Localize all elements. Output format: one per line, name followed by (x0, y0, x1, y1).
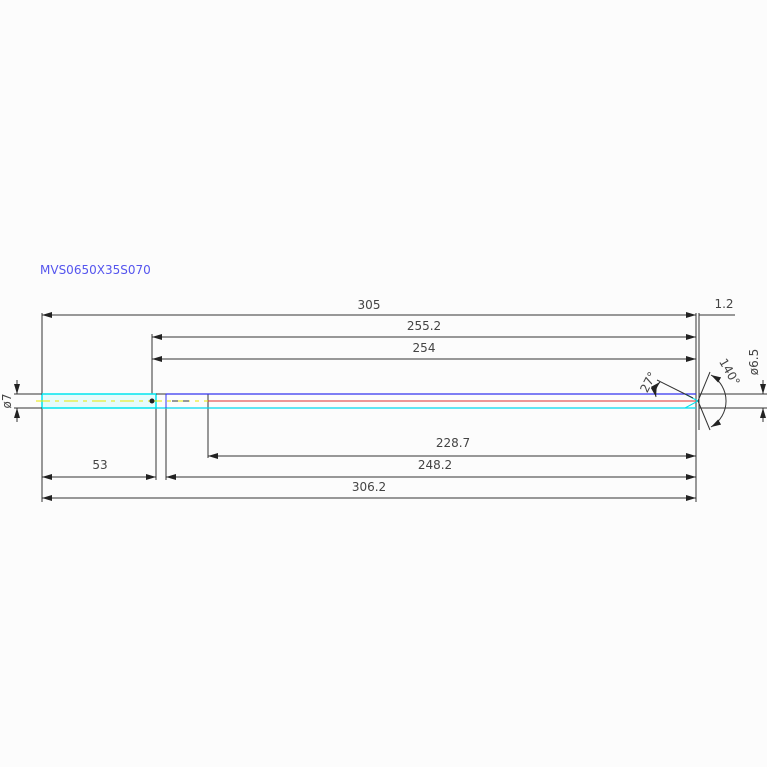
dim-255-2: 255.2 (407, 319, 441, 333)
angle-140-leg-bottom (697, 400, 711, 431)
angle-140-leg-top (697, 371, 711, 402)
angle-27-leg (656, 379, 694, 399)
angle-27-arc (650, 381, 661, 398)
dim-228-7: 228.7 (436, 436, 470, 450)
angle-27: 27° (637, 370, 659, 395)
dim-248-2: 248.2 (418, 458, 452, 472)
dim-254: 254 (413, 341, 436, 355)
angle-140-arc (710, 374, 727, 428)
dim-dia-7: ø7 (0, 394, 14, 409)
dim-1-2: 1.2 (714, 297, 733, 311)
dim-305: 305 (358, 298, 381, 312)
part-number-title: MVS0650X35S070 (40, 263, 151, 277)
dim-53: 53 (92, 458, 107, 472)
dim-dia-6-5: ø6.5 (747, 349, 761, 375)
dim-306-2: 306.2 (352, 480, 386, 494)
reference-point (149, 398, 155, 404)
